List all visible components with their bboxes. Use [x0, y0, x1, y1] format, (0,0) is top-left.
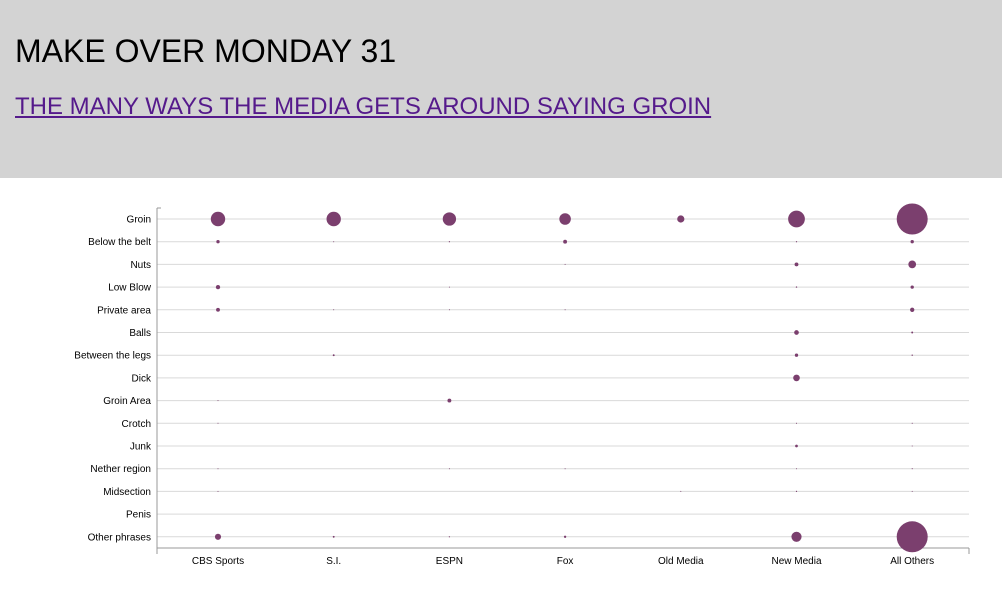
- x-tick-label-all-others: All Others: [890, 556, 934, 567]
- x-tick-label-espn: ESPN: [436, 556, 463, 567]
- y-tick-label-groin: Groin: [127, 215, 151, 226]
- bubble-crotch-all-others[interactable]: [911, 422, 913, 424]
- bubble-midsection-cbs-sports[interactable]: [217, 490, 219, 492]
- subtitle-link[interactable]: THE MANY WAYS THE MEDIA GETS AROUND SAYI…: [15, 93, 712, 120]
- bubble-other-phrases-all-others[interactable]: [896, 521, 928, 553]
- bubble-nether-region-espn[interactable]: [448, 468, 450, 470]
- bubble-midsection-all-others[interactable]: [911, 490, 913, 492]
- y-tick-label-private-area: Private area: [97, 305, 151, 316]
- gridlines: [157, 218, 969, 538]
- bubble-nether-region-new-media[interactable]: [796, 468, 797, 470]
- bubble-groin-s-i[interactable]: [326, 211, 341, 227]
- bubble-low-blow-new-media[interactable]: [795, 286, 798, 288]
- bubble-balls-new-media[interactable]: [794, 330, 799, 335]
- x-axis-labels: CBS Sports S.I. ESPN Fox Old Media New Media A…: [192, 556, 934, 567]
- bubble-groin-espn[interactable]: [442, 212, 457, 226]
- x-tick-label-cbs-sports: CBS Sports: [192, 556, 244, 567]
- bubble-nuts-new-media[interactable]: [794, 262, 799, 267]
- y-tick-label-junk: Junk: [130, 442, 152, 453]
- bubble-low-blow-espn[interactable]: [448, 286, 450, 288]
- y-tick-label-crotch: Crotch: [122, 419, 151, 430]
- y-tick-label-nether-region: Nether region: [90, 464, 151, 475]
- bubble-other-phrases-fox[interactable]: [563, 535, 567, 538]
- y-tick-label-groin-area: Groin Area: [103, 396, 151, 407]
- bubble-chart-container: Groin Below the belt Nuts Low Blow Private a…: [0, 178, 1002, 596]
- bubble-low-blow-all-others[interactable]: [910, 285, 914, 289]
- bubble-private-area-all-others[interactable]: [910, 307, 915, 312]
- bubble-midsection-old-media[interactable]: [680, 490, 682, 492]
- bubble-nuts-fox[interactable]: [564, 263, 566, 265]
- bubble-balls-all-others[interactable]: [911, 331, 914, 334]
- bubble-groin-new-media[interactable]: [788, 210, 805, 228]
- bubble-other-phrases-s-i[interactable]: [332, 535, 335, 538]
- bubble-nuts-all-others[interactable]: [908, 260, 917, 269]
- bubbles: [210, 203, 928, 553]
- y-tick-label-between-the-legs: Between the legs: [74, 351, 151, 362]
- bubble-below-the-belt-espn[interactable]: [448, 241, 451, 243]
- bubble-below-the-belt-all-others[interactable]: [910, 240, 914, 244]
- bubble-other-phrases-new-media[interactable]: [791, 531, 802, 542]
- bubble-groin-all-others[interactable]: [896, 203, 928, 235]
- y-axis-labels: Groin Below the belt Nuts Low Blow Private a…: [74, 215, 152, 544]
- y-tick-label-low-blow: Low Blow: [108, 283, 152, 294]
- x-tick-label-fox: Fox: [557, 556, 574, 567]
- bubble-crotch-cbs-sports[interactable]: [217, 422, 219, 424]
- bubble-groin-old-media[interactable]: [677, 215, 685, 223]
- y-tick-label-balls: Balls: [129, 328, 151, 339]
- header-banner: MAKE OVER MONDAY 31 THE MANY WAYS THE ME…: [0, 0, 1002, 178]
- bubble-junk-all-others[interactable]: [911, 445, 913, 447]
- bubble-other-phrases-espn[interactable]: [448, 536, 451, 538]
- bubble-groin-fox[interactable]: [559, 213, 571, 225]
- bubble-low-blow-cbs-sports[interactable]: [215, 284, 221, 290]
- y-tick-label-other-phrases: Other phrases: [88, 532, 151, 543]
- bubble-below-the-belt-s-i[interactable]: [333, 241, 335, 243]
- bubble-private-area-fox[interactable]: [564, 309, 566, 311]
- y-tick-label-midsection: Midsection: [103, 487, 151, 498]
- bubble-nether-region-cbs-sports[interactable]: [217, 468, 219, 470]
- bubble-below-the-belt-cbs-sports[interactable]: [216, 240, 220, 244]
- x-tick-label-old-media: Old Media: [658, 556, 704, 567]
- bubble-below-the-belt-fox[interactable]: [563, 239, 568, 244]
- bubble-below-the-belt-new-media[interactable]: [795, 241, 798, 243]
- bubble-dick-new-media[interactable]: [793, 374, 800, 382]
- bubble-junk-new-media[interactable]: [795, 444, 798, 448]
- bubble-nether-region-all-others[interactable]: [911, 468, 913, 470]
- y-tick-label-penis: Penis: [126, 510, 151, 521]
- x-tick-label-new-media: New Media: [771, 556, 821, 567]
- bubble-between-the-legs-new-media[interactable]: [794, 353, 799, 357]
- y-tick-label-nuts: Nuts: [130, 260, 151, 271]
- bubble-private-area-s-i[interactable]: [333, 309, 335, 311]
- bubble-groin-area-cbs-sports[interactable]: [217, 400, 219, 402]
- bubble-nether-region-fox[interactable]: [564, 468, 566, 470]
- bubble-private-area-espn[interactable]: [448, 309, 450, 311]
- bubble-chart: Groin Below the belt Nuts Low Blow Private a…: [74, 203, 970, 567]
- bubble-crotch-new-media[interactable]: [795, 422, 798, 424]
- bubble-private-area-cbs-sports[interactable]: [216, 307, 220, 312]
- y-tick-label-below-the-belt: Below the belt: [88, 237, 151, 248]
- x-tick-label-s-i: S.I.: [326, 556, 341, 567]
- bubble-between-the-legs-s-i[interactable]: [332, 354, 335, 357]
- y-tick-label-dick: Dick: [132, 373, 152, 384]
- bubble-between-the-legs-all-others[interactable]: [911, 354, 913, 356]
- bubble-groin-area-espn[interactable]: [447, 398, 452, 403]
- page-title: MAKE OVER MONDAY 31: [15, 33, 397, 69]
- bubble-groin-cbs-sports[interactable]: [210, 211, 226, 227]
- bubble-midsection-new-media[interactable]: [795, 490, 798, 493]
- bubble-other-phrases-cbs-sports[interactable]: [214, 533, 222, 540]
- axes: [156, 207, 970, 554]
